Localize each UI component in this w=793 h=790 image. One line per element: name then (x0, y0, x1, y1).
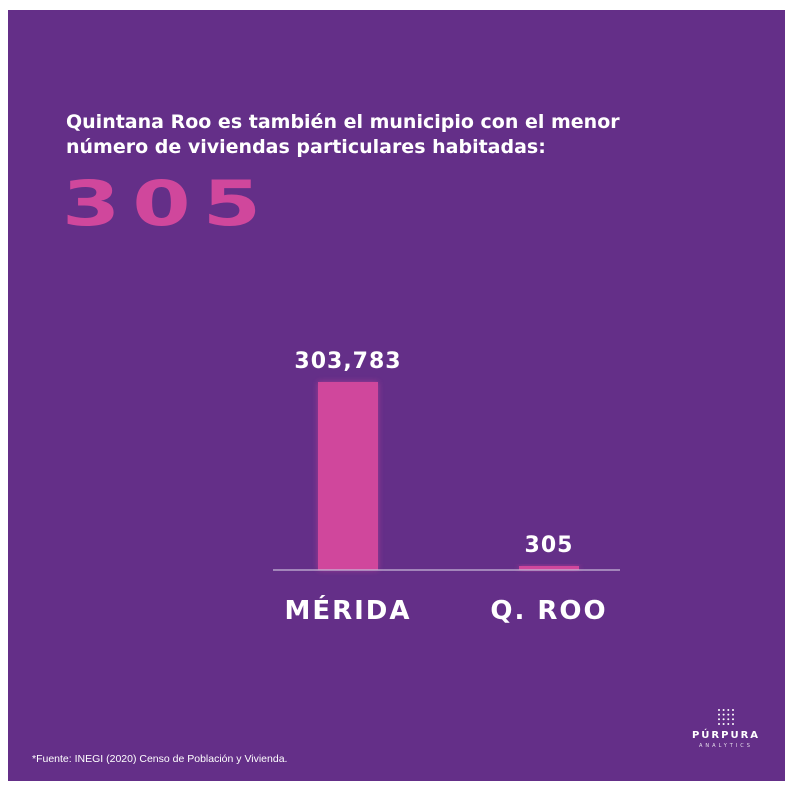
brand-tagline: ANALYTICS (699, 743, 753, 749)
bar-value-label: 305 (525, 533, 574, 558)
infographic-card: Quintana Roo es también el municipio con… (8, 10, 785, 781)
dot-grid-icon (718, 709, 734, 725)
bar-value-label: 303,783 (294, 349, 401, 374)
highlight-value: 305 (62, 167, 274, 240)
headline-line-1: Quintana Roo es también el municipio con… (66, 111, 620, 133)
category-label: Q. ROO (490, 596, 607, 626)
source-note: *Fuente: INEGI (2020) Censo de Población… (32, 753, 288, 765)
category-label: MÉRIDA (284, 594, 411, 626)
headline: Quintana Roo es también el municipio con… (66, 110, 666, 160)
bar (519, 566, 579, 570)
brand-name: PÚRPURA (691, 730, 761, 741)
brand-logo: PÚRPURA ANALYTICS (684, 708, 768, 749)
headline-line-2: número de viviendas particulares habitad… (66, 136, 546, 158)
bar (318, 382, 378, 570)
